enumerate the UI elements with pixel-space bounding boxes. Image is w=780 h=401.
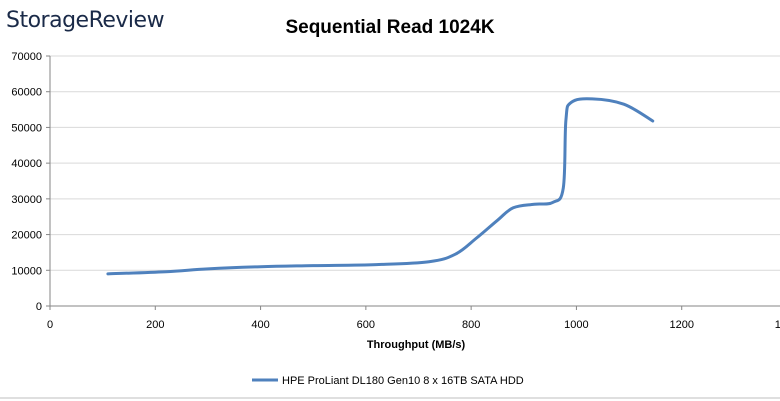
x-tick-label: 0 <box>47 319 53 331</box>
x-tick-label: 1000 <box>564 319 588 331</box>
series <box>106 97 655 276</box>
y-tick-label: 50000 <box>11 122 42 134</box>
x-tick-label: 600 <box>357 319 375 331</box>
chart-title: Sequential Read 1024K <box>285 17 494 38</box>
legend: HPE ProLiant DL180 Gen10 8 x 16TB SATA H… <box>252 375 524 387</box>
x-tick-label: 1400 <box>775 319 780 331</box>
y-tick-label: 60000 <box>11 87 42 99</box>
y-tick-label: 20000 <box>11 230 42 242</box>
y-tick-label: 30000 <box>11 194 42 206</box>
legend-label: HPE ProLiant DL180 Gen10 8 x 16TB SATA H… <box>282 375 524 387</box>
x-tick-label: 400 <box>251 319 269 331</box>
x-tick-label: 800 <box>462 319 480 331</box>
x-axis-label: Throughput (MB/s) <box>367 339 466 351</box>
y-axis-ticks: 0 10000 20000 30000 40000 50000 60000 70000 <box>11 51 50 313</box>
x-axis-ticks: 0 200 400 600 800 1000 1200 1400 <box>47 306 780 331</box>
brand-logo: StorageReview <box>6 8 165 33</box>
y-tick-label: 0 <box>36 301 42 313</box>
axes <box>49 56 780 307</box>
series-line <box>106 97 655 276</box>
y-tick-label: 10000 <box>11 265 42 277</box>
y-tick-label: 70000 <box>11 51 42 63</box>
x-tick-label: 200 <box>146 319 164 331</box>
y-tick-label: 40000 <box>11 158 42 170</box>
x-tick-label: 1200 <box>669 319 693 331</box>
